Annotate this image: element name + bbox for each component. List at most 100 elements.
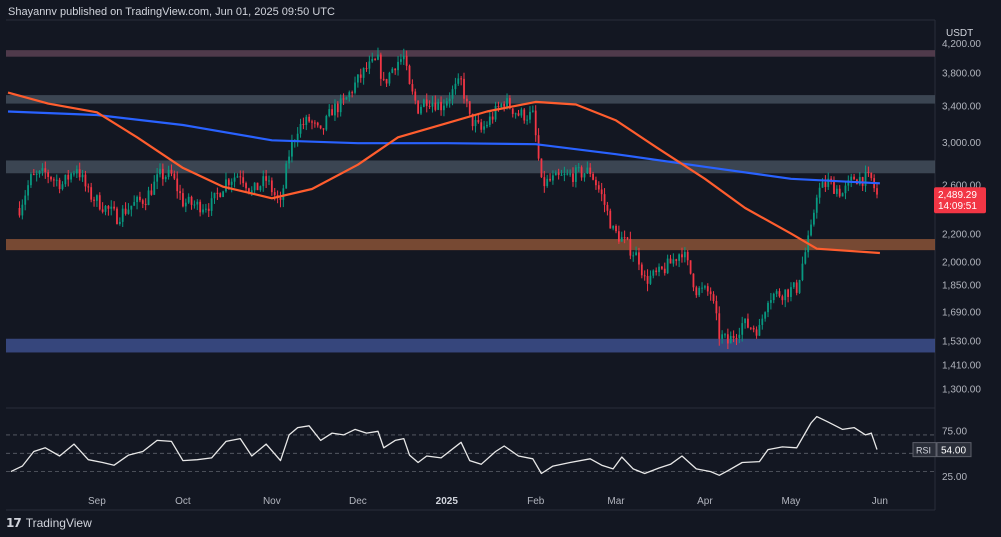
bearish-candle: [689, 260, 692, 275]
candle-body: [279, 197, 282, 200]
candle-body: [336, 103, 339, 113]
bearish-candle: [256, 182, 259, 191]
candle-body: [87, 186, 90, 188]
candle-body: [299, 123, 302, 134]
candle-body: [827, 178, 830, 187]
candle-body: [47, 172, 50, 177]
bearish-candle: [173, 170, 176, 181]
candle-body: [775, 291, 778, 294]
candle-body: [362, 68, 365, 78]
candle-body: [374, 58, 377, 60]
bullish-candle: [371, 52, 374, 63]
candle-body: [520, 109, 523, 116]
bearish-candle: [732, 330, 735, 343]
candle-body: [615, 225, 617, 232]
candle-body: [586, 167, 589, 174]
bearish-candle: [595, 176, 597, 190]
candle-body: [345, 97, 348, 100]
bearish-candle: [468, 100, 471, 116]
bearish-candle: [331, 104, 333, 116]
candle-body: [394, 68, 397, 71]
bullish-candle: [769, 293, 772, 310]
candle-body: [798, 280, 801, 293]
candle-body: [222, 191, 224, 198]
candle-body: [170, 169, 173, 174]
candle-body: [612, 225, 615, 229]
candle-body: [354, 82, 356, 93]
bullish-candle: [328, 104, 331, 118]
candle-body: [635, 252, 637, 256]
bearish-candle: [434, 95, 437, 112]
bearish-candle: [319, 125, 322, 130]
candle-body: [853, 176, 855, 180]
candle-body: [603, 194, 606, 205]
bullish-candle: [552, 170, 554, 185]
candle-body: [589, 167, 592, 174]
bearish-candle: [824, 175, 827, 192]
bearish-candle: [709, 287, 712, 301]
bullish-candle: [804, 247, 807, 265]
y-tick-label: 1,530.00: [942, 337, 981, 348]
candle-body: [732, 335, 735, 338]
candle-body: [678, 254, 681, 261]
bullish-candle: [136, 195, 138, 210]
candle-body: [428, 105, 431, 107]
candle-body: [858, 177, 861, 185]
bearish-candle: [58, 177, 61, 194]
candle-body: [141, 200, 144, 204]
candle-body: [58, 179, 61, 190]
candle-body: [173, 173, 176, 179]
bearish-candle: [113, 201, 116, 211]
bearish-candle: [597, 181, 600, 193]
bullish-candle: [204, 203, 207, 213]
candle-body: [50, 176, 52, 180]
candle-body: [75, 169, 78, 174]
y-tick-label: 2,000.00: [942, 258, 981, 269]
candle-body: [130, 205, 133, 210]
bullish-candle: [474, 115, 477, 133]
bearish-candle: [752, 325, 755, 333]
x-tick-label: 2025: [436, 496, 459, 507]
candle-body: [503, 103, 506, 107]
candle-body: [133, 202, 136, 206]
y-tick-label: 1,410.00: [942, 361, 981, 372]
bullish-candle: [259, 185, 262, 192]
rsi-value-badge: [936, 442, 972, 458]
bearish-candle: [480, 118, 483, 133]
bearish-candle: [735, 333, 738, 346]
bearish-candle: [867, 166, 870, 177]
x-tick-label: May: [782, 496, 801, 507]
candle-body: [724, 334, 726, 336]
candle-body: [73, 173, 75, 175]
bullish-candle: [348, 90, 351, 102]
x-tick-label: Oct: [175, 496, 191, 507]
candle-body: [388, 72, 391, 84]
bullish-candle: [356, 74, 359, 88]
candle-body: [844, 185, 847, 194]
bullish-candle: [566, 169, 569, 176]
bullish-candle: [738, 327, 741, 344]
last-price-badge: [934, 187, 986, 214]
bearish-candle: [572, 167, 574, 187]
candle-body: [810, 224, 812, 236]
bearish-candle: [663, 262, 666, 276]
candle-body: [199, 201, 202, 213]
price-zone: [6, 160, 935, 174]
candle-body: [460, 78, 463, 80]
rsi-value-label: 54.00: [941, 446, 966, 457]
bearish-candle: [465, 95, 468, 108]
bullish-candle: [457, 73, 460, 86]
bearish-candle: [755, 326, 758, 339]
bullish-candle: [193, 200, 196, 209]
candle-body: [139, 196, 141, 201]
bullish-candle: [402, 48, 405, 65]
bearish-candle: [84, 170, 87, 192]
candle-body: [368, 61, 371, 69]
bullish-candle: [147, 186, 150, 206]
candle-body: [709, 291, 712, 295]
bullish-candle: [632, 251, 635, 262]
bearish-candle: [675, 258, 678, 266]
candle-body: [400, 59, 402, 62]
price-zone: [6, 95, 935, 104]
